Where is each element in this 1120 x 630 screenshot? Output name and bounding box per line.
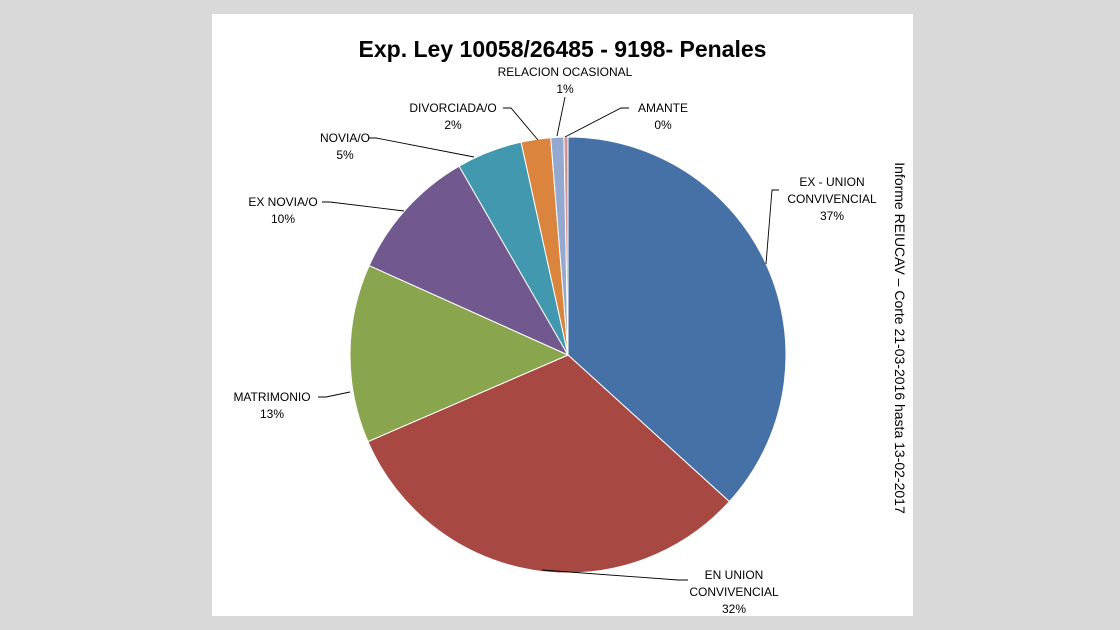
slice-label: EN UNION CONVIVENCIAL 32% bbox=[689, 568, 779, 616]
slice-label: AMANTE 0% bbox=[638, 101, 688, 132]
slice-label: NOVIA/O 5% bbox=[320, 131, 370, 162]
pie-slice bbox=[567, 136, 787, 503]
leader-line bbox=[368, 137, 475, 158]
slice-label: MATRIMONIO 13% bbox=[233, 390, 310, 421]
slice-label: DIVORCIADA/O 2% bbox=[409, 101, 496, 132]
side-note: Informe REIUCAV – Corte 21-03-2016 hasta… bbox=[892, 162, 908, 514]
slice-label: EX - UNION CONVIVENCIAL 37% bbox=[787, 175, 877, 223]
pie-chart: EX - UNION CONVIVENCIAL 37% EN UNION CONVIVE… bbox=[233, 65, 877, 616]
slice-label: RELACION OCASIONAL 1% bbox=[498, 65, 633, 96]
leader-line bbox=[322, 201, 405, 212]
leader-line bbox=[556, 96, 566, 137]
pie-slice bbox=[349, 264, 570, 443]
chart-panel: Exp. Ley 10058/26485 - 9198- Penales EX … bbox=[212, 14, 913, 616]
slice-label: EX NOVIA/O 10% bbox=[248, 195, 317, 226]
pie-slice bbox=[368, 165, 570, 357]
leader-line bbox=[765, 189, 779, 265]
leader-line bbox=[541, 569, 688, 581]
leader-line bbox=[503, 107, 539, 141]
leader-line bbox=[564, 107, 629, 138]
chart-title: Exp. Ley 10058/26485 - 9198- Penales bbox=[358, 36, 767, 62]
leader-line bbox=[318, 391, 351, 398]
pie-slice bbox=[367, 354, 731, 574]
